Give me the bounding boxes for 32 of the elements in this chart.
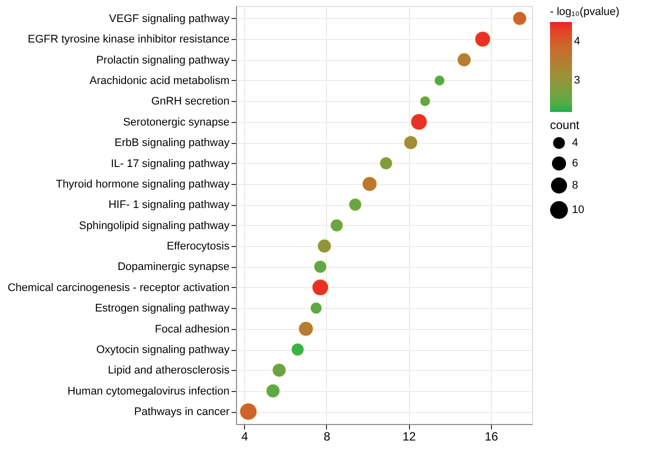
x-tick-label: 16 [484,430,498,444]
y-tick-label: Dopaminergic synapse [118,261,230,274]
y-tick-label: Pathways in cancer [134,406,230,418]
y-tick-label: Efferocytosis [166,240,230,253]
y-tick-label: EGFR tyrosine kinase inhibitor resistance [28,34,230,46]
x-tick-label: 4 [241,430,248,444]
color-bar-title: - log₁₀(pvalue) [550,6,620,18]
color-bar-label: 3 [574,74,580,87]
y-tick-label: GnRH secretion [151,96,230,108]
y-tick-label: ErbB signaling pathway [114,137,230,150]
legend-label: 10 [572,204,584,216]
y-tick-label: Oxytocin signaling pathway [96,344,230,356]
legend-label: 6 [572,158,578,170]
y-tick-label: Prolactin signaling pathway [96,54,230,66]
color-bar-label: 4 [574,36,580,48]
y-tick-label: Estrogen signaling pathway [94,302,230,315]
y-tick-label: Lipid and atherosclerosis [108,364,230,377]
y-tick-label: Focal adhesion [154,323,230,336]
y-tick-label: Thyroid hormone signaling pathway [56,178,230,190]
x-tick-label: 8 [324,430,331,444]
y-tick-label: HIF- 1 signaling pathway [108,199,230,212]
y-tick-label: VEGF signaling pathway [109,12,230,25]
y-tick-label: Serotonergic synapse [123,116,230,128]
legend-label: 8 [572,180,578,192]
legend-title: count [550,118,580,132]
y-tick-label: Chemical carcinogenesis - receptor activation [8,282,230,294]
y-tick-label: Human cytomegalovirus infection [67,385,230,398]
y-tick-label: Arachidonic acid metabolism [89,74,230,87]
legend-label: 4 [572,137,578,149]
y-tick-label: Sphingolipid signaling pathway [79,220,230,232]
y-tick-label: IL- 17 signaling pathway [110,158,230,170]
x-tick-label: 12 [402,430,416,444]
